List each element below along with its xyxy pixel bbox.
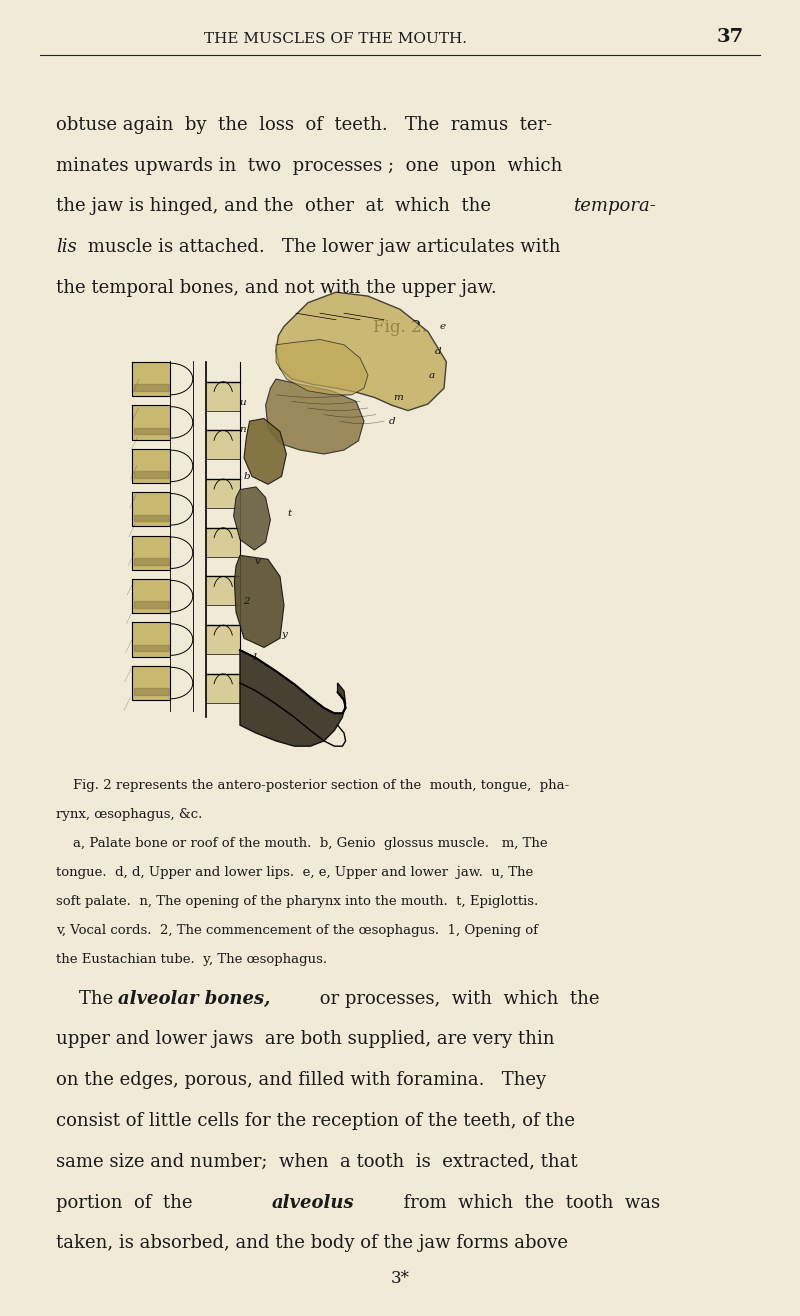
Text: rynx, œsophagus, &c.: rynx, œsophagus, &c. [56, 808, 202, 821]
Text: taken, is absorbed, and the body of the jaw forms above: taken, is absorbed, and the body of the … [56, 1234, 568, 1253]
Text: y: y [281, 630, 287, 638]
Text: v: v [254, 558, 261, 566]
Text: minates upwards in  two  processes ;  one  upon  which: minates upwards in two processes ; one u… [56, 157, 562, 175]
Text: Fig. 2.: Fig. 2. [373, 318, 427, 336]
Bar [132, 622, 170, 657]
Bar [206, 576, 240, 605]
Bar [206, 382, 240, 411]
Text: d: d [389, 417, 395, 425]
Polygon shape [276, 340, 368, 395]
Bar [206, 625, 240, 654]
Bar [132, 449, 170, 483]
Bar [206, 528, 240, 557]
Bar [132, 536, 170, 570]
Text: consist of little cells for the reception of the teeth, of the: consist of little cells for the receptio… [56, 1112, 575, 1130]
Text: a, Palate bone or roof of the mouth.  b, Genio  glossus muscle.   m, The: a, Palate bone or roof of the mouth. b, … [56, 837, 548, 850]
Polygon shape [244, 418, 286, 484]
Text: e: e [439, 322, 446, 330]
Text: upper and lower jaws  are both supplied, are very thin: upper and lower jaws are both supplied, … [56, 1030, 554, 1049]
Text: 3*: 3* [390, 1270, 410, 1287]
Text: m: m [394, 393, 403, 401]
Bar [132, 492, 170, 526]
Text: tongue.  d, d, Upper and lower lips.  e, e, Upper and lower  jaw.  u, The: tongue. d, d, Upper and lower lips. e, e… [56, 866, 534, 879]
Text: muscle is attached.   The lower jaw articulates with: muscle is attached. The lower jaw articu… [82, 238, 561, 257]
Text: n: n [239, 425, 246, 433]
Text: 37: 37 [717, 28, 744, 46]
Text: u: u [239, 399, 246, 407]
Text: alveolar bones,: alveolar bones, [118, 990, 270, 1008]
Text: tempora-: tempora- [573, 197, 656, 216]
Text: a: a [429, 371, 435, 379]
Text: the jaw is hinged, and the  other  at  which  the: the jaw is hinged, and the other at whic… [56, 197, 497, 216]
Bar [132, 579, 170, 613]
Bar [206, 479, 240, 508]
Bar [132, 362, 170, 396]
Polygon shape [234, 487, 270, 550]
Text: v, Vocal cords.  2, The commencement of the œsophagus.  1, Opening of: v, Vocal cords. 2, The commencement of t… [56, 924, 538, 937]
Text: alveolus: alveolus [272, 1194, 354, 1212]
Polygon shape [266, 379, 364, 454]
Text: obtuse again  by  the  loss  of  teeth.   The  ramus  ter-: obtuse again by the loss of teeth. The r… [56, 116, 552, 134]
Text: portion  of  the: portion of the [56, 1194, 204, 1212]
Text: soft palate.  n, The opening of the pharynx into the mouth.  t, Epiglottis.: soft palate. n, The opening of the phary… [56, 895, 538, 908]
Text: on the edges, porous, and filled with foramina.   They: on the edges, porous, and filled with fo… [56, 1071, 546, 1090]
Text: b: b [243, 472, 250, 480]
Bar [206, 674, 240, 703]
Text: or processes,  with  which  the: or processes, with which the [314, 990, 599, 1008]
Text: t: t [287, 509, 292, 517]
Text: from  which  the  tooth  was: from which the tooth was [392, 1194, 660, 1212]
Text: THE MUSCLES OF THE MOUTH.: THE MUSCLES OF THE MOUTH. [205, 32, 467, 46]
Text: 1: 1 [251, 654, 258, 662]
Text: The: The [56, 990, 119, 1008]
Bar [206, 430, 240, 459]
Text: d: d [435, 347, 442, 355]
Polygon shape [234, 555, 284, 647]
Text: same size and number;  when  a tooth  is  extracted, that: same size and number; when a tooth is ex… [56, 1153, 578, 1171]
Polygon shape [240, 650, 346, 746]
Text: lis: lis [56, 238, 77, 257]
Text: 2: 2 [243, 597, 250, 605]
Text: the Eustachian tube.  y, The œsophagus.: the Eustachian tube. y, The œsophagus. [56, 953, 327, 966]
Text: Fig. 2 represents the antero-posterior section of the  mouth, tongue,  pha-: Fig. 2 represents the antero-posterior s… [56, 779, 570, 792]
Bar [132, 666, 170, 700]
Polygon shape [276, 292, 446, 411]
Bar [132, 405, 170, 440]
Text: the temporal bones, and not with the upper jaw.: the temporal bones, and not with the upp… [56, 279, 497, 297]
